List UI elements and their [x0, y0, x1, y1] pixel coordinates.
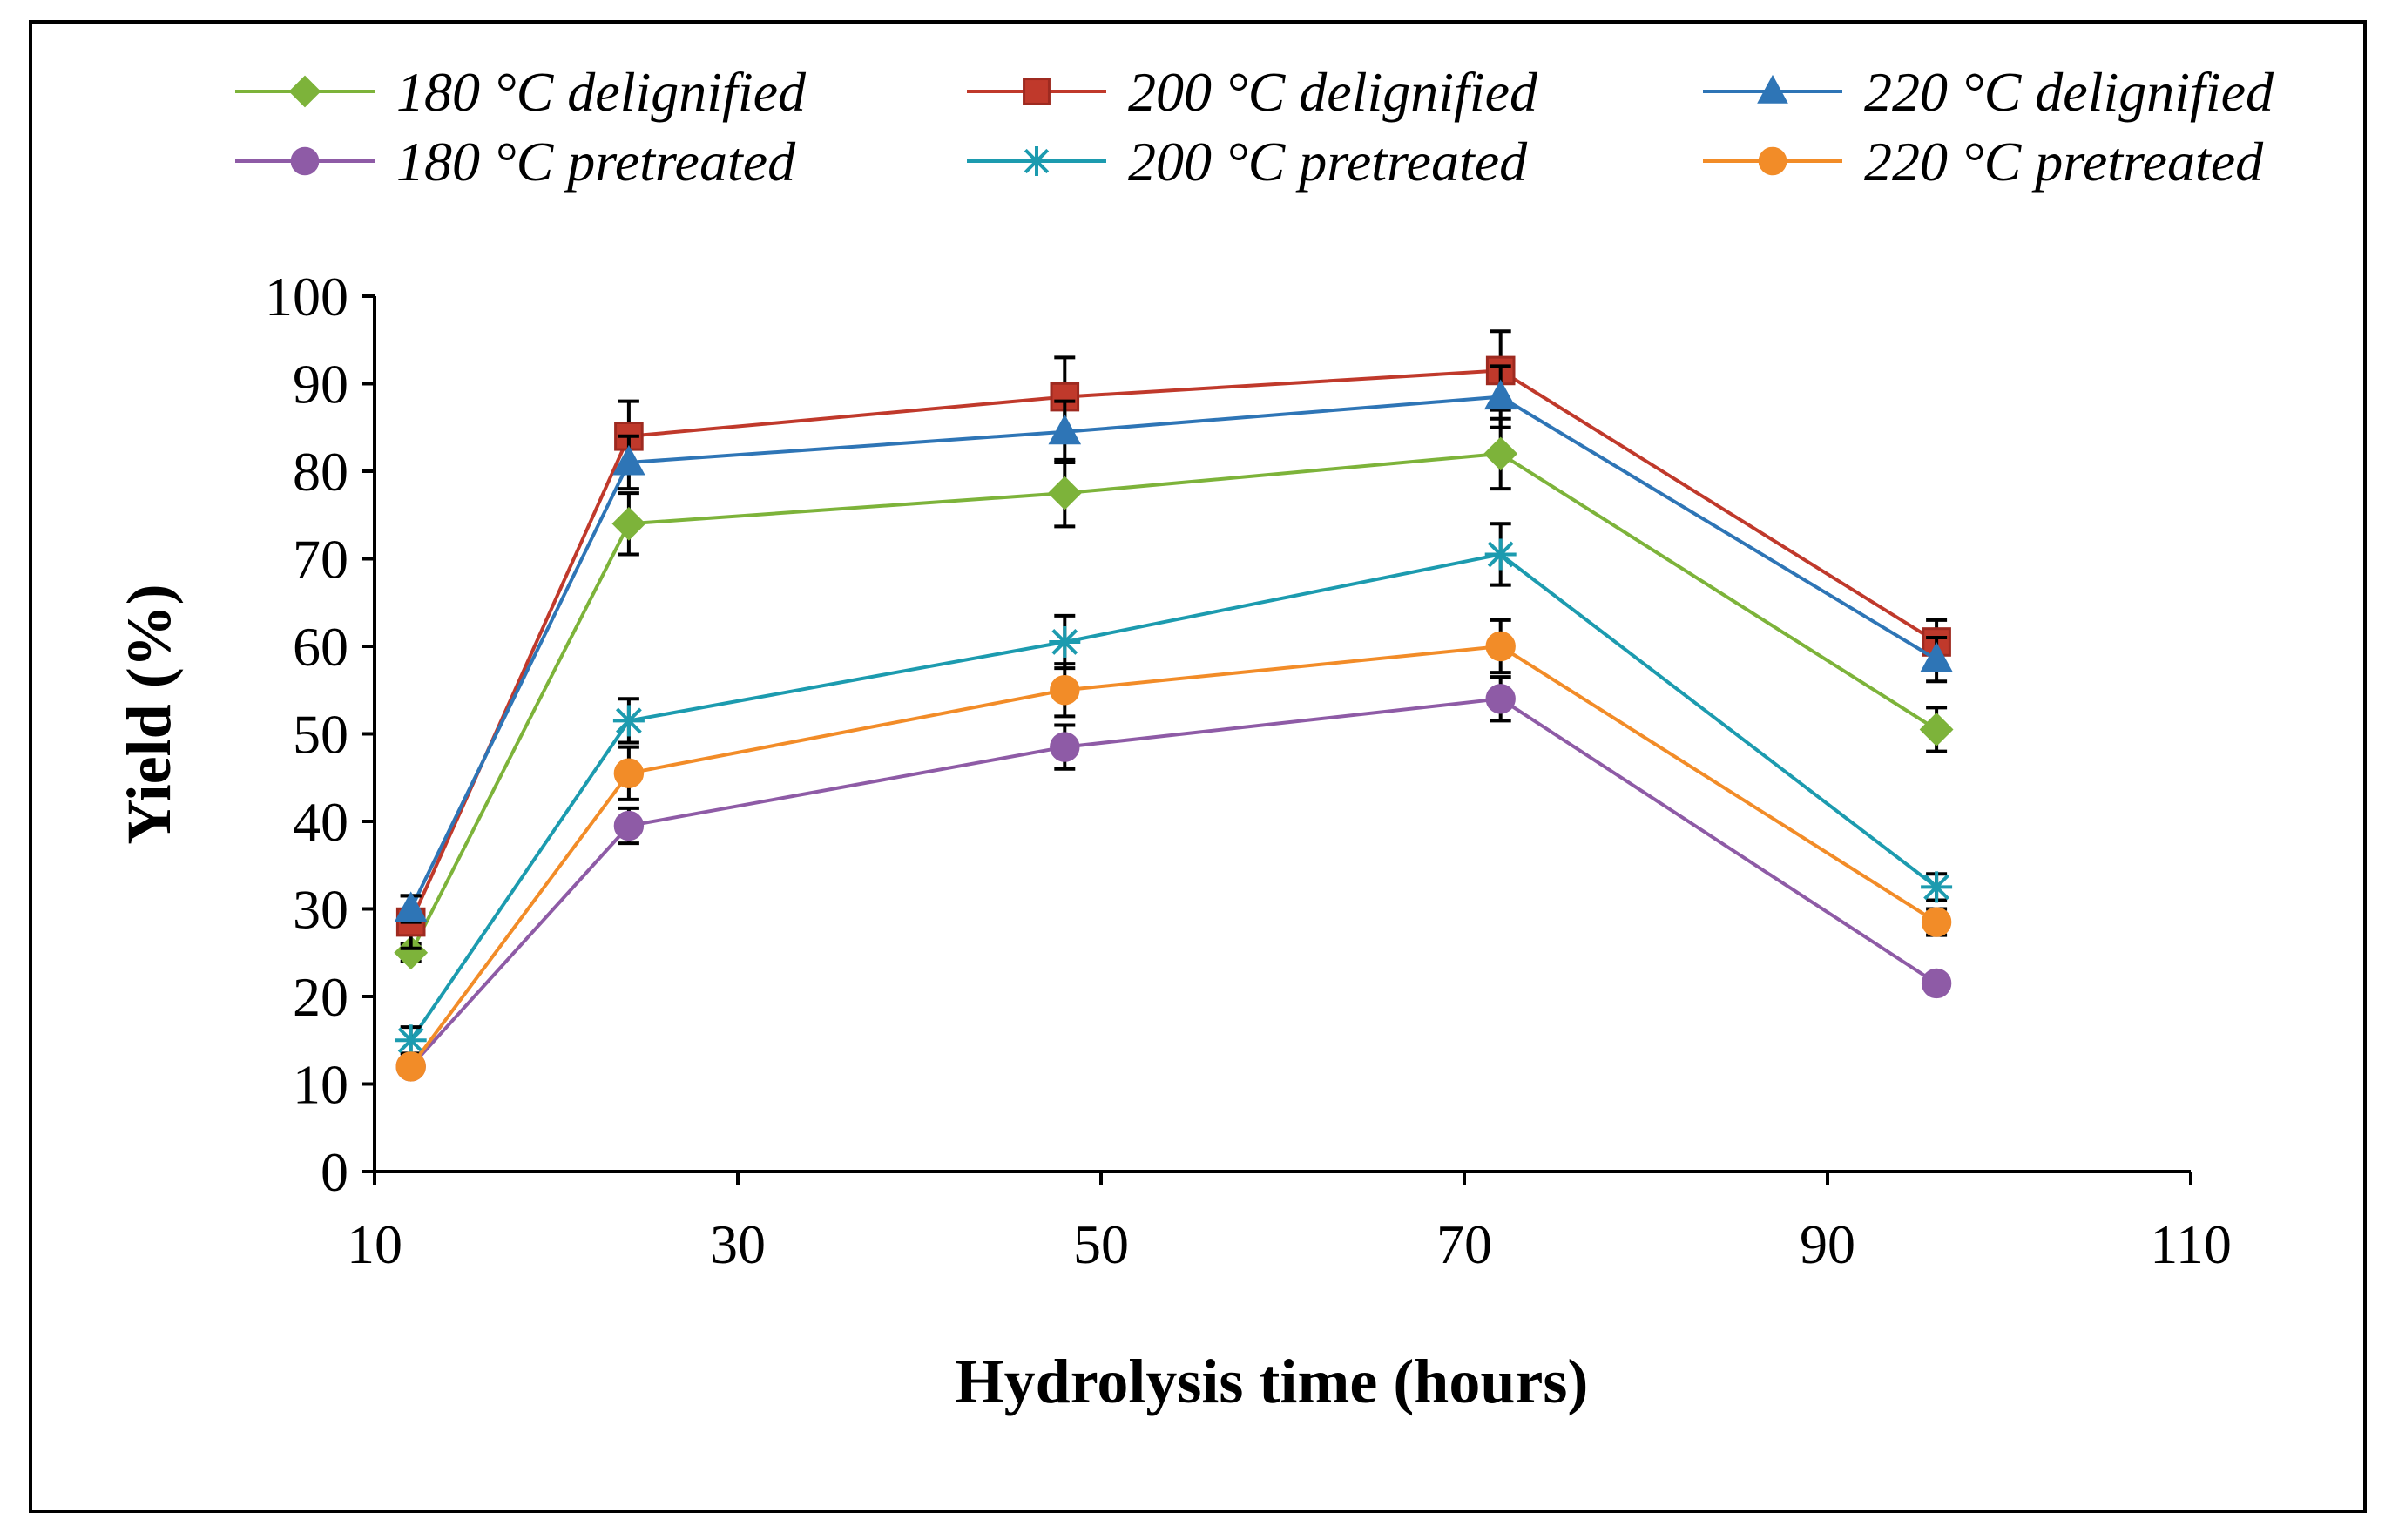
legend-item-1: 200 °C delignified	[967, 61, 1538, 123]
y-tick-label: 100	[265, 266, 348, 328]
plot-area	[394, 329, 1954, 1082]
legend-label: 180 °C pretreated	[396, 131, 796, 192]
legend-label: 200 °C delignified	[1128, 61, 1538, 123]
y-tick-label: 90	[293, 354, 348, 415]
marker-circle	[395, 1051, 426, 1082]
x-tick-label: 70	[1436, 1213, 1492, 1275]
y-tick-label: 0	[321, 1141, 348, 1203]
series-5	[395, 618, 1952, 1082]
marker-triangle	[612, 444, 645, 476]
marker-star	[612, 705, 645, 737]
series-3	[395, 675, 1952, 1082]
x-tick-label: 50	[1073, 1213, 1129, 1275]
y-tick-label: 70	[293, 529, 348, 591]
legend-label: 220 °C delignified	[1864, 61, 2274, 123]
marker-star	[1921, 871, 1953, 903]
marker-star	[1484, 538, 1517, 571]
marker-circle	[1921, 968, 1952, 999]
marker-circle	[1758, 146, 1787, 176]
x-tick-label: 90	[1800, 1213, 1855, 1275]
marker-star-stroke	[1923, 874, 1950, 901]
y-tick-label: 50	[293, 704, 348, 766]
marker-triangle	[1048, 414, 1082, 445]
chart-frame	[29, 20, 2367, 1513]
marker-star-stroke	[397, 1027, 424, 1054]
marker-diamond	[288, 75, 321, 108]
x-axis-title: Hydrolysis time (hours)	[956, 1347, 1589, 1416]
marker-diamond	[1919, 713, 1954, 746]
legend-label: 180 °C delignified	[396, 61, 807, 123]
y-tick-label: 60	[293, 616, 348, 678]
marker-star-stroke	[615, 707, 642, 734]
marker-circle	[613, 810, 645, 841]
legend-label: 220 °C pretreated	[1864, 131, 2264, 192]
marker-circle	[1921, 907, 1952, 937]
y-axis-title: Yield (%)	[114, 584, 184, 844]
marker-circle	[1050, 675, 1080, 706]
marker-diamond	[611, 506, 646, 541]
marker-diamond	[1047, 476, 1082, 510]
legend-item-5: 220 °C pretreated	[1703, 131, 2264, 192]
marker-diamond	[1483, 436, 1518, 471]
legend-item-3: 180 °C pretreated	[235, 131, 796, 192]
marker-star-stroke	[1487, 541, 1514, 568]
y-tick-label: 30	[293, 879, 348, 941]
legend: 180 °C delignified 200 °C delignified 220 …	[235, 61, 2274, 192]
y-tick-label: 10	[293, 1054, 348, 1116]
x-tick-label: 30	[710, 1213, 766, 1275]
x-tick-label: 10	[347, 1213, 402, 1275]
marker-star	[395, 1024, 427, 1057]
marker-circle	[1485, 631, 1516, 662]
marker-triangle	[1757, 74, 1788, 104]
y-tick-label: 80	[293, 441, 348, 503]
legend-item-4: 200 °C pretreated	[967, 131, 1528, 192]
y-tick-label: 40	[293, 791, 348, 853]
marker-square	[1023, 78, 1051, 105]
marker-circle	[1485, 684, 1516, 714]
marker-triangle	[394, 891, 428, 922]
legend-item-2: 220 °C delignified	[1703, 61, 2274, 123]
series-0	[394, 416, 1954, 970]
marker-circle	[1050, 732, 1080, 762]
marker-circle	[613, 758, 645, 788]
y-tick-label: 20	[293, 966, 348, 1028]
marker-triangle	[1920, 641, 1953, 672]
series-2	[394, 364, 1953, 924]
marker-star	[1022, 146, 1051, 176]
marker-star-stroke	[1024, 148, 1050, 174]
legend-item-0: 180 °C delignified	[235, 61, 807, 123]
marker-circle	[290, 146, 320, 176]
legend-label: 200 °C pretreated	[1128, 131, 1528, 192]
marker-triangle	[1483, 379, 1517, 410]
marker-star	[1049, 625, 1081, 658]
x-tick-label: 110	[2150, 1213, 2232, 1275]
marker-star-stroke	[1051, 629, 1078, 655]
axes: 0 10 20 30 40 50 60 70 80 90 100 10 30 50 70 90 110	[265, 266, 2232, 1275]
